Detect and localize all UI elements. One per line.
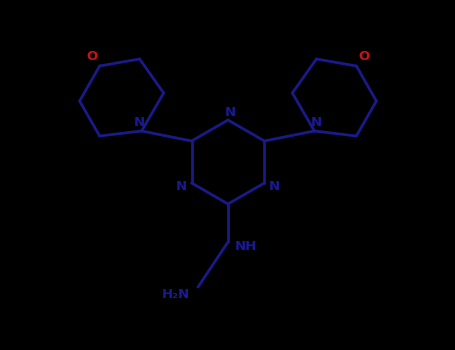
- Text: N: N: [134, 117, 145, 130]
- Text: H₂N: H₂N: [162, 288, 190, 301]
- Text: NH: NH: [235, 240, 257, 253]
- Text: N: N: [311, 117, 322, 130]
- Text: N: N: [224, 105, 236, 119]
- Text: N: N: [176, 180, 187, 193]
- Text: O: O: [86, 49, 97, 63]
- Text: N: N: [269, 180, 280, 193]
- Text: O: O: [359, 49, 370, 63]
